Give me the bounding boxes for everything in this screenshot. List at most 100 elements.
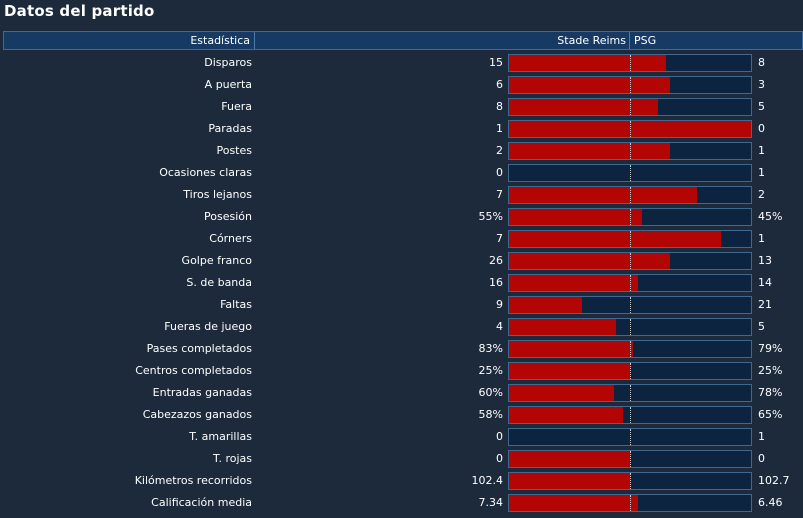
away-value: 0: [758, 122, 765, 135]
bar-midline: [630, 297, 631, 313]
stat-label: Faltas: [220, 298, 252, 311]
home-share-fill: [509, 253, 671, 269]
bar-midline: [630, 451, 631, 467]
comparison-bar: [508, 230, 752, 248]
column-header-away-team[interactable]: PSG: [634, 34, 657, 47]
bar-midline: [630, 473, 631, 489]
home-share-fill: [509, 341, 633, 357]
bar-midline: [630, 165, 631, 181]
stat-label: Posesión: [204, 210, 252, 223]
bar-midline: [630, 363, 631, 379]
stat-label: Fueras de juego: [164, 320, 252, 333]
bar-midline: [630, 275, 631, 291]
column-header-statistic[interactable]: Estadística: [4, 32, 255, 49]
home-value: 15: [489, 56, 503, 69]
comparison-bar: [508, 252, 752, 270]
stat-row: Tiros lejanos 7 2: [0, 184, 803, 206]
stat-row: T. rojas 0 0: [0, 448, 803, 470]
away-value: 79%: [758, 342, 783, 355]
stat-row: Entradas ganadas 60% 78%: [0, 382, 803, 404]
comparison-bar: [508, 164, 752, 182]
bar-midline: [630, 429, 631, 445]
column-header-home-team[interactable]: Stade Reims: [255, 32, 630, 49]
home-value: 102.4: [471, 474, 504, 487]
home-share-fill: [509, 231, 721, 247]
stat-label: Postes: [216, 144, 252, 157]
away-value: 14: [758, 276, 772, 289]
stat-label: Centros completados: [135, 364, 252, 377]
bar-midline: [630, 319, 631, 335]
home-share-fill: [509, 143, 671, 159]
home-value: 2: [496, 144, 503, 157]
home-share-fill: [509, 77, 671, 93]
stat-row: S. de banda 16 14: [0, 272, 803, 294]
stat-label: T. rojas: [213, 452, 252, 465]
stat-row: Pases completados 83% 79%: [0, 338, 803, 360]
away-value: 8: [758, 56, 765, 69]
away-value: 1: [758, 144, 765, 157]
away-value: 1: [758, 166, 765, 179]
away-value: 3: [758, 78, 765, 91]
stat-label: Pases completados: [146, 342, 252, 355]
stat-label: Córners: [209, 232, 252, 245]
home-share-fill: [509, 187, 698, 203]
home-value: 16: [489, 276, 503, 289]
stat-label: Paradas: [208, 122, 252, 135]
away-value: 102.7: [758, 474, 790, 487]
home-share-fill: [509, 209, 643, 225]
home-value: 4: [496, 320, 503, 333]
home-share-fill: [509, 275, 638, 291]
stat-row: Fuera 8 5: [0, 96, 803, 118]
home-share-fill: [509, 407, 624, 423]
home-value: 83%: [478, 342, 503, 355]
stats-table: Disparos 15 8 A puerta 6 3 Fuera 8 5 Paradas 1 0 Pos…: [0, 52, 803, 514]
stat-row: Posesión 55% 45%: [0, 206, 803, 228]
home-share-fill: [509, 473, 630, 489]
home-share-fill: [509, 297, 582, 313]
home-value: 25%: [478, 364, 503, 377]
home-share-fill: [509, 363, 630, 379]
bar-midline: [630, 341, 631, 357]
stat-row: Ocasiones claras 0 1: [0, 162, 803, 184]
bar-midline: [630, 407, 631, 423]
stat-label: Disparos: [204, 56, 252, 69]
bar-midline: [630, 143, 631, 159]
home-share-fill: [509, 385, 615, 401]
comparison-bar: [508, 318, 752, 336]
home-value: 60%: [478, 386, 503, 399]
comparison-bar: [508, 494, 752, 512]
home-value: 26: [489, 254, 503, 267]
home-value: 7: [496, 188, 503, 201]
comparison-bar: [508, 406, 752, 424]
stat-label: Entradas ganadas: [152, 386, 252, 399]
home-value: 0: [496, 452, 503, 465]
comparison-bar: [508, 340, 752, 358]
bar-midline: [630, 77, 631, 93]
home-value: 0: [496, 430, 503, 443]
comparison-bar: [508, 450, 752, 468]
stat-label: Calificación media: [151, 496, 252, 509]
stat-row: Postes 2 1: [0, 140, 803, 162]
comparison-bar: [508, 472, 752, 490]
home-value: 58%: [478, 408, 503, 421]
bar-midline: [630, 385, 631, 401]
stat-label: Tiros lejanos: [183, 188, 252, 201]
away-value: 5: [758, 320, 765, 333]
away-value: 25%: [758, 364, 783, 377]
away-value: 0: [758, 452, 765, 465]
home-value: 7: [496, 232, 503, 245]
stat-label: Cabezazos ganados: [142, 408, 252, 421]
comparison-bar: [508, 428, 752, 446]
stat-row: Paradas 1 0: [0, 118, 803, 140]
home-value: 6: [496, 78, 503, 91]
home-share-fill: [509, 451, 630, 467]
bar-midline: [630, 187, 631, 203]
stat-row: Centros completados 25% 25%: [0, 360, 803, 382]
bar-midline: [630, 121, 631, 137]
home-value: 1: [496, 122, 503, 135]
stat-row: A puerta 6 3: [0, 74, 803, 96]
home-value: 7.34: [478, 496, 504, 509]
comparison-bar: [508, 362, 752, 380]
home-value: 55%: [478, 210, 503, 223]
comparison-bar: [508, 296, 752, 314]
